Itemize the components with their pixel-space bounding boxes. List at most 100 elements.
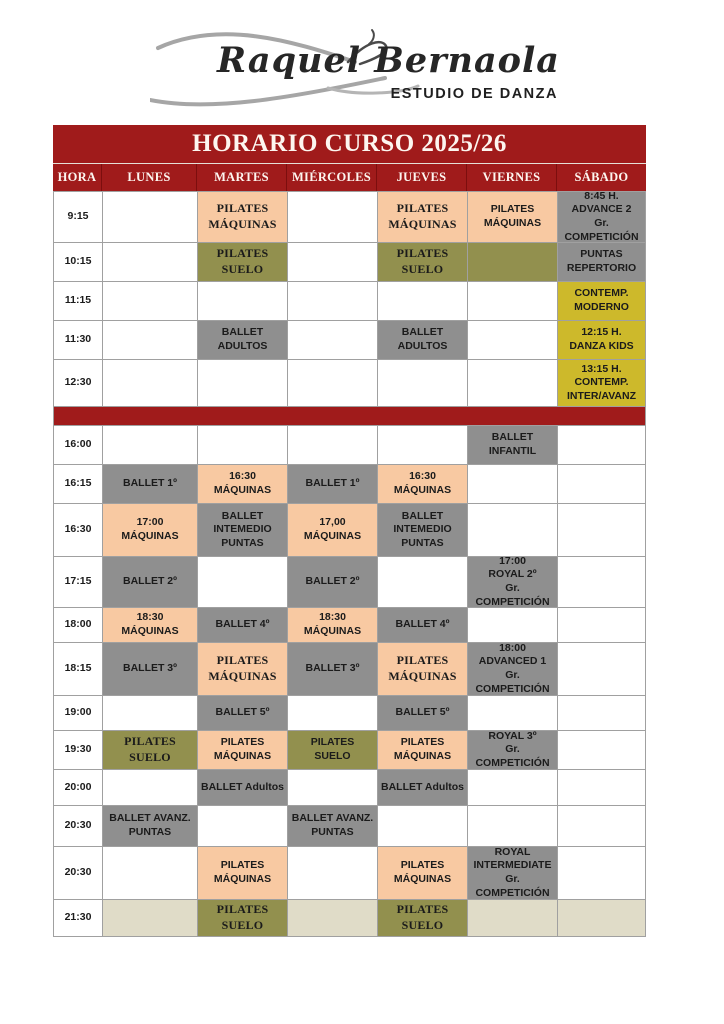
table-row: 11:15 CONTEMP. MODERNO (54, 282, 645, 321)
empty-cell (467, 360, 557, 406)
time-label: 12:30 (54, 360, 102, 406)
empty-cell (102, 360, 197, 406)
empty-cell (197, 557, 287, 607)
empty-cell (287, 360, 377, 406)
class-cell: PILATES MÁQUINAS (467, 192, 557, 242)
empty-cell (287, 192, 377, 242)
empty-cell (102, 243, 197, 281)
empty-cell (467, 696, 557, 730)
class-cell: BALLET INTEMEDIO PUNTAS (197, 504, 287, 556)
class-cell: BALLET 5º (197, 696, 287, 730)
empty-cell (102, 696, 197, 730)
empty-cell (377, 426, 467, 464)
class-cell: ROYAL 3º Gr. COMPETICIÓN (467, 730, 557, 769)
empty-cell (377, 360, 467, 406)
table-row: 9:15 PILATES MÁQUINAS PILATES MÁQUINAS PILA… (54, 190, 645, 243)
empty-cell (557, 731, 645, 769)
empty-cell (102, 192, 197, 242)
dancer-swoosh-graphic (150, 29, 420, 107)
class-cell: BALLET AVANZ. PUNTAS (102, 806, 197, 846)
class-cell: 17:00 ROYAL 2º Gr. COMPETICIÓN (467, 555, 557, 608)
table-row: 19:30 PILATES SUELO PILATES MÁQUINAS PILATE… (54, 730, 645, 770)
class-cell: PILATES MÁQUINAS (377, 643, 467, 695)
empty-cell (377, 282, 467, 320)
class-cell: PILATES MÁQUINAS (197, 731, 287, 769)
class-cell: PILATES MÁQUINAS (377, 192, 467, 242)
empty-cell (102, 426, 197, 464)
reserved-cell (102, 900, 197, 936)
midday-separator-band (54, 407, 645, 426)
empty-cell (557, 770, 645, 805)
reserved-cell (467, 243, 557, 281)
empty-cell (377, 806, 467, 846)
class-cell: 18:30 MÁQUINAS (287, 608, 377, 642)
class-cell: PILATES SUELO (197, 900, 287, 936)
table-row: 20:30 BALLET AVANZ. PUNTAS BALLET AVANZ. P… (54, 806, 645, 847)
time-label: 18:15 (54, 643, 102, 695)
time-label: 11:30 (54, 321, 102, 359)
column-header-hora: HORA (57, 170, 97, 184)
empty-cell (467, 321, 557, 359)
class-cell: BALLET 1º (287, 465, 377, 503)
class-cell: BALLET 5º (377, 696, 467, 730)
class-cell: BALLET 2º (102, 557, 197, 607)
class-cell: BALLET 3º (287, 643, 377, 695)
time-label: 18:00 (54, 608, 102, 642)
reserved-cell (557, 900, 645, 936)
empty-cell (197, 426, 287, 464)
column-header-miércoles: MIÉRCOLES (286, 164, 376, 191)
class-cell: PILATES MÁQUINAS (197, 847, 287, 899)
table-row: 10:15 PILATES SUELO PILATES SUELO PUNTAS RE… (54, 243, 645, 282)
class-cell: 17:00 MÁQUINAS (102, 504, 197, 556)
class-cell: BALLET AVANZ. PUNTAS (287, 806, 377, 846)
studio-subtitle: ESTUDIO DE DANZA (390, 86, 558, 102)
empty-cell (557, 426, 645, 464)
time-label: 21:30 (54, 900, 102, 936)
class-cell: PILATES MÁQUINAS (377, 847, 467, 899)
time-label: 19:30 (54, 731, 102, 769)
empty-cell (102, 847, 197, 899)
empty-cell (467, 806, 557, 846)
class-cell: PILATES SUELO (197, 243, 287, 281)
column-header-sábado: SÁBADO (556, 164, 646, 191)
time-label: 20:30 (54, 847, 102, 899)
time-label: 9:15 (54, 192, 102, 242)
class-cell: PILATES MÁQUINAS (197, 192, 287, 242)
class-cell: 17,00 MÁQUINAS (287, 504, 377, 556)
reserved-cell (467, 900, 557, 936)
class-cell: PILATES SUELO (102, 731, 197, 769)
empty-cell (287, 243, 377, 281)
class-cell: BALLET ADULTOS (197, 321, 287, 359)
empty-cell (557, 847, 645, 899)
table-row: 18:15 BALLET 3º PILATES MÁQUINAS BALLET 3º P… (54, 642, 645, 696)
column-header-lunes: LUNES (101, 164, 196, 191)
empty-cell (287, 847, 377, 899)
empty-cell (377, 557, 467, 607)
reserved-cell (287, 900, 377, 936)
empty-cell (557, 608, 645, 642)
empty-cell (102, 770, 197, 805)
empty-cell (467, 770, 557, 805)
studio-name: Raquel Bernaola (217, 40, 560, 81)
class-cell: BALLET Adultos (377, 770, 467, 805)
studio-logo: Raquel Bernaola ESTUDIO DE DANZA (150, 16, 560, 116)
empty-cell (287, 770, 377, 805)
empty-cell (557, 806, 645, 846)
class-cell: PILATES SUELO (377, 243, 467, 281)
time-label: 20:00 (54, 770, 102, 805)
time-label: 10:15 (54, 243, 102, 281)
empty-cell (197, 806, 287, 846)
empty-cell (197, 282, 287, 320)
class-cell: ROYAL INTERMEDIATE Gr. COMPETICIÓN (467, 846, 557, 899)
time-label: 16:00 (54, 426, 102, 464)
empty-cell (467, 504, 557, 556)
empty-cell (102, 321, 197, 359)
table-row: 19:00 BALLET 5º BALLET 5º (54, 696, 645, 731)
table-row: 20:00 BALLET Adultos BALLET Adultos (54, 770, 645, 806)
empty-cell (557, 465, 645, 503)
class-cell: BALLET 2º (287, 557, 377, 607)
class-cell: 16:30 MÁQUINAS (197, 465, 287, 503)
schedule-table: HORARIO CURSO 2025/26 HORA LUNES MARTES MIÉ… (53, 125, 646, 937)
class-cell: PILATES SUELO (377, 900, 467, 936)
class-cell: BALLET 4º (197, 608, 287, 642)
